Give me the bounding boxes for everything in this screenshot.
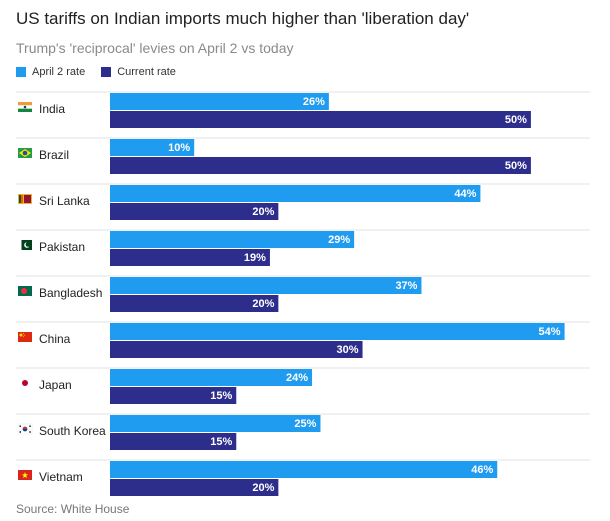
bar-value-label: 50% [505, 160, 527, 172]
source-note: Source: White House [16, 502, 129, 516]
bar-value-label: 24% [286, 372, 308, 384]
category-label: India [39, 102, 65, 116]
bar-value-label: 25% [294, 418, 316, 430]
bar-current-rate [110, 157, 531, 174]
category-label: Sri Lanka [39, 194, 90, 208]
bar-current-rate [110, 111, 531, 128]
bar-chart: India 26% 50% Brazil 10% 50% Sri Lanka 44% 20% Pa… [0, 0, 610, 521]
bar-value-label: 50% [505, 114, 527, 126]
bar-april-rate [110, 369, 312, 386]
bar-current-rate [110, 341, 363, 358]
bar-value-label: 29% [328, 234, 350, 246]
bar-value-label: 10% [168, 142, 190, 154]
category-label: Japan [39, 378, 72, 392]
category-label: Pakistan [39, 240, 85, 254]
sri-lanka-flag-icon [18, 194, 32, 204]
bar-april-rate [110, 93, 329, 110]
brazil-flag-icon [18, 148, 32, 158]
bar-april-rate [110, 185, 480, 202]
bar-april-rate [110, 415, 320, 432]
bar-value-label: 15% [210, 390, 232, 402]
bar-value-label: 15% [210, 436, 232, 448]
bar-april-rate [110, 461, 497, 478]
category-label: China [39, 332, 71, 346]
bar-value-label: 44% [454, 188, 476, 200]
china-flag-icon [18, 332, 32, 342]
bar-value-label: 20% [252, 482, 274, 494]
india-flag-icon [18, 102, 32, 112]
category-label: Vietnam [39, 470, 83, 484]
category-label: Brazil [39, 148, 69, 162]
bar-value-label: 46% [471, 464, 493, 476]
bar-april-rate [110, 231, 354, 248]
bar-april-rate [110, 277, 421, 294]
pakistan-flag-icon [18, 240, 32, 250]
bar-value-label: 54% [539, 326, 561, 338]
bar-value-label: 37% [395, 280, 417, 292]
category-label: South Korea [39, 424, 106, 438]
south-korea-flag-icon [18, 424, 32, 434]
bar-value-label: 20% [252, 206, 274, 218]
bar-value-label: 26% [303, 96, 325, 108]
bar-april-rate [110, 323, 565, 340]
japan-flag-icon [18, 378, 32, 388]
vietnam-flag-icon [18, 470, 32, 480]
bar-value-label: 30% [337, 344, 359, 356]
bar-value-label: 20% [252, 298, 274, 310]
bangladesh-flag-icon [18, 286, 32, 296]
category-label: Bangladesh [39, 286, 102, 300]
bar-value-label: 19% [244, 252, 266, 264]
